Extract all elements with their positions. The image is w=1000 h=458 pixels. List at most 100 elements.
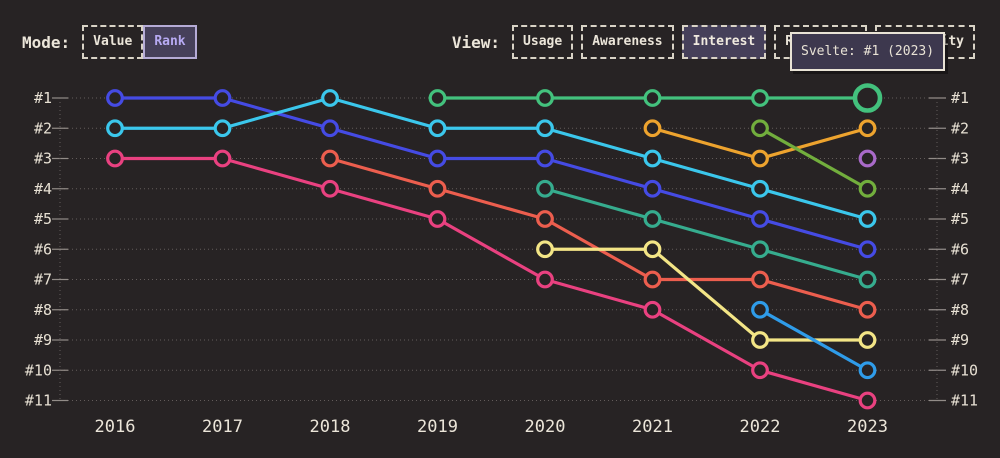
view-label: View: <box>451 32 501 52</box>
series-line-red <box>328 156 870 312</box>
data-point-purple-2023[interactable] <box>858 149 877 168</box>
series-line-cyan <box>113 96 870 221</box>
data-point-amber-2021[interactable] <box>643 119 662 138</box>
data-point-pink-2021[interactable] <box>643 300 662 319</box>
data-point-pink-2016[interactable] <box>106 149 124 168</box>
data-point-cyan-2019[interactable] <box>428 119 447 138</box>
data-point-apple-green-2022[interactable] <box>751 119 769 138</box>
right-rank-label: #11 <box>951 392 978 410</box>
mode-button-group: Value Rank <box>82 25 197 59</box>
data-point-cyan-2020[interactable] <box>536 119 554 138</box>
right-rank-label: #1 <box>951 89 969 107</box>
data-point-indigo-2021[interactable] <box>643 179 662 198</box>
data-point-teal-2021[interactable] <box>643 210 662 228</box>
highlighted-data-point[interactable] <box>852 83 883 113</box>
data-point-amber-2023[interactable] <box>858 119 877 138</box>
year-label-2018: 2018 <box>310 417 351 437</box>
right-rank-label: #2 <box>951 119 969 137</box>
year-label-2017: 2017 <box>202 417 243 437</box>
right-rank-label: #8 <box>951 301 969 319</box>
data-point-pink-2019[interactable] <box>428 210 447 228</box>
data-point-pink-2022[interactable] <box>751 361 769 380</box>
mode-option-rank[interactable]: Rank <box>143 25 197 59</box>
left-rank-label: #2 <box>34 119 52 137</box>
year-label-2019: 2019 <box>417 417 458 437</box>
left-rank-label: #7 <box>34 271 52 289</box>
right-rank-label: #5 <box>951 210 969 228</box>
tooltip: Svelte: #1 (2023) <box>790 32 946 71</box>
data-point-teal-2020[interactable] <box>536 179 554 198</box>
data-point-pink-2023[interactable] <box>858 391 877 410</box>
data-point-sky-blue-2022[interactable] <box>751 300 769 319</box>
left-rank-label: #1 <box>34 89 52 107</box>
data-point-cyan-2023[interactable] <box>858 210 877 228</box>
left-rank-label: #8 <box>34 301 52 319</box>
data-point-svelte-green-2021[interactable] <box>643 89 662 107</box>
data-point-yellow-2020[interactable] <box>536 240 554 259</box>
right-rank-label: #4 <box>951 180 969 198</box>
data-point-teal-2022[interactable] <box>751 240 769 259</box>
series-line-indigo <box>113 96 870 251</box>
data-point-svelte-green-2020[interactable] <box>536 89 554 107</box>
data-point-red-2021[interactable] <box>643 270 662 289</box>
mode-option-value[interactable]: Value <box>82 25 144 59</box>
series-line-sky-blue <box>758 308 870 372</box>
data-point-apple-green-2023[interactable] <box>858 179 877 198</box>
series-line-pink <box>113 156 870 403</box>
data-point-indigo-2020[interactable] <box>536 149 554 168</box>
view-option-usage[interactable]: Usage <box>512 25 574 59</box>
view-option-awareness[interactable]: Awareness <box>581 25 674 59</box>
data-point-cyan-2021[interactable] <box>643 149 662 168</box>
right-rank-label: #3 <box>951 150 969 168</box>
series-line-teal <box>543 187 870 282</box>
data-point-red-2019[interactable] <box>428 179 447 198</box>
left-rank-label: #3 <box>34 150 52 168</box>
year-label-2016: 2016 <box>95 417 136 437</box>
series-line-apple-green <box>758 126 870 191</box>
mode-label: Mode: <box>22 32 71 52</box>
data-point-svelte-green-2019[interactable] <box>428 89 447 107</box>
data-point-indigo-2016[interactable] <box>106 89 124 107</box>
left-rank-label: #6 <box>34 240 52 258</box>
data-point-cyan-2016[interactable] <box>106 119 124 138</box>
year-label-2020: 2020 <box>525 417 566 437</box>
data-point-indigo-2018[interactable] <box>321 119 339 138</box>
mode-control: Mode: Value Rank <box>22 25 197 59</box>
right-rank-label: #7 <box>951 271 969 289</box>
data-point-indigo-2023[interactable] <box>858 240 877 259</box>
data-point-cyan-2022[interactable] <box>751 179 769 198</box>
data-point-red-2022[interactable] <box>751 270 769 289</box>
data-point-red-2018[interactable] <box>321 149 339 168</box>
data-point-yellow-2021[interactable] <box>643 240 662 259</box>
data-point-yellow-2023[interactable] <box>858 331 877 349</box>
data-point-teal-2023[interactable] <box>858 270 877 289</box>
year-label-2022: 2022 <box>740 417 781 437</box>
left-rank-label: #11 <box>25 392 52 410</box>
data-point-cyan-2017[interactable] <box>213 119 232 138</box>
data-point-sky-blue-2023[interactable] <box>858 361 877 380</box>
left-rank-label: #4 <box>34 180 52 198</box>
data-point-amber-2022[interactable] <box>751 149 769 168</box>
data-point-pink-2020[interactable] <box>536 270 554 289</box>
data-point-indigo-2017[interactable] <box>213 89 232 107</box>
right-rank-label: #10 <box>951 361 978 379</box>
data-point-pink-2017[interactable] <box>213 149 232 168</box>
data-point-red-2020[interactable] <box>536 210 554 228</box>
data-point-cyan-2018[interactable] <box>321 89 339 107</box>
data-point-pink-2018[interactable] <box>321 179 339 198</box>
data-point-svelte-green-2022[interactable] <box>751 89 769 107</box>
data-point-indigo-2019[interactable] <box>428 149 447 168</box>
right-rank-label: #9 <box>951 331 969 349</box>
data-point-indigo-2022[interactable] <box>751 210 769 228</box>
left-rank-label: #5 <box>34 210 52 228</box>
year-label-2023: 2023 <box>847 417 888 437</box>
data-point-yellow-2022[interactable] <box>751 331 769 349</box>
data-point-red-2023[interactable] <box>858 300 877 319</box>
right-rank-label: #6 <box>951 240 969 258</box>
view-option-interest[interactable]: Interest <box>681 25 767 59</box>
year-label-2021: 2021 <box>632 417 673 437</box>
tooltip-text: Svelte: #1 (2023) <box>801 44 935 59</box>
left-rank-label: #10 <box>25 361 52 379</box>
